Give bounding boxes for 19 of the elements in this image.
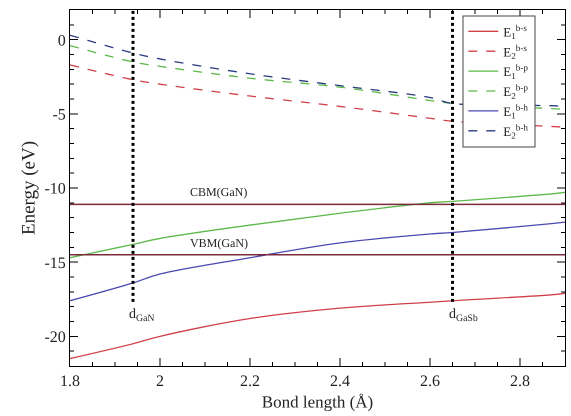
line-series xyxy=(70,292,565,360)
ref-line-label: d$_{GaSb}$ xyxy=(449,307,478,324)
y-axis-title: Energy (eV) xyxy=(18,140,40,236)
x-tick-label: 2.6 xyxy=(420,373,440,390)
y-tick-label: -5 xyxy=(52,106,66,124)
y-tick-label: -15 xyxy=(44,254,66,272)
ref-line-label: VBM(GaN) xyxy=(190,236,248,250)
x-tick-label: 2 xyxy=(156,373,164,390)
y-tick-label: -20 xyxy=(44,328,66,346)
y-tick-label: -10 xyxy=(44,180,66,198)
x-tick-label: 2.8 xyxy=(510,373,530,390)
y-tick-label: 0 xyxy=(58,32,66,50)
x-tick-label: 1.8 xyxy=(60,373,80,390)
line-series xyxy=(70,221,565,302)
x-tick-label: 2.2 xyxy=(240,373,260,390)
ref-line-label: CBM(GaN) xyxy=(190,185,248,199)
ref-line-label: d$_{GaN}$ xyxy=(129,307,154,324)
x-tick-label: 2.4 xyxy=(330,373,350,390)
x-axis-title: Bond length (Å) xyxy=(262,392,374,412)
